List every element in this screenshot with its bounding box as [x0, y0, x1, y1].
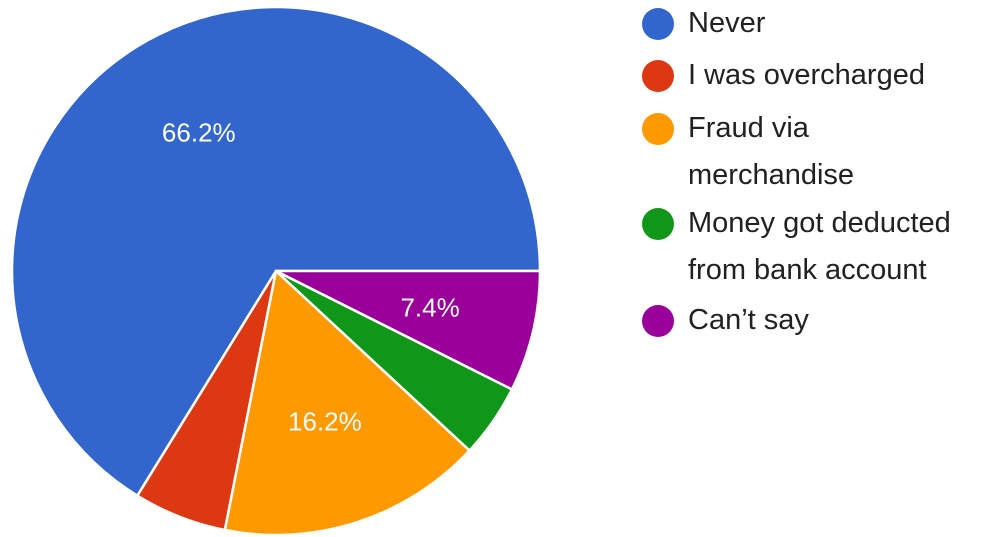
legend: Never I was overcharged Fraud via mercha…	[642, 0, 987, 537]
legend-label: Money got deducted from bank account	[688, 207, 951, 286]
pie-slice-can-t-say[interactable]	[274, 269, 542, 391]
legend-swatch-icon	[642, 113, 674, 145]
legend-swatch-icon	[642, 208, 674, 240]
pie-slice-fraud-via-merchandise[interactable]	[223, 269, 471, 537]
legend-swatch-icon	[642, 60, 674, 92]
legend-swatch-icon	[642, 8, 674, 40]
legend-swatch-icon	[642, 305, 674, 337]
slice-label-fraud-via-merchandise: 16.2%	[288, 407, 362, 437]
pie-slice-never[interactable]	[10, 5, 542, 497]
legend-label: Can’t say	[688, 304, 809, 336]
legend-label: Never	[688, 7, 766, 39]
legend-label: Fraud via merchandise	[688, 112, 855, 191]
pie-plot-area: 66.2% 16.2% 7.4%	[10, 5, 542, 537]
legend-label: I was overcharged	[688, 59, 925, 91]
slice-label-never: 66.2%	[162, 118, 236, 148]
slice-label-can-t-say: 7.4%	[400, 293, 459, 323]
